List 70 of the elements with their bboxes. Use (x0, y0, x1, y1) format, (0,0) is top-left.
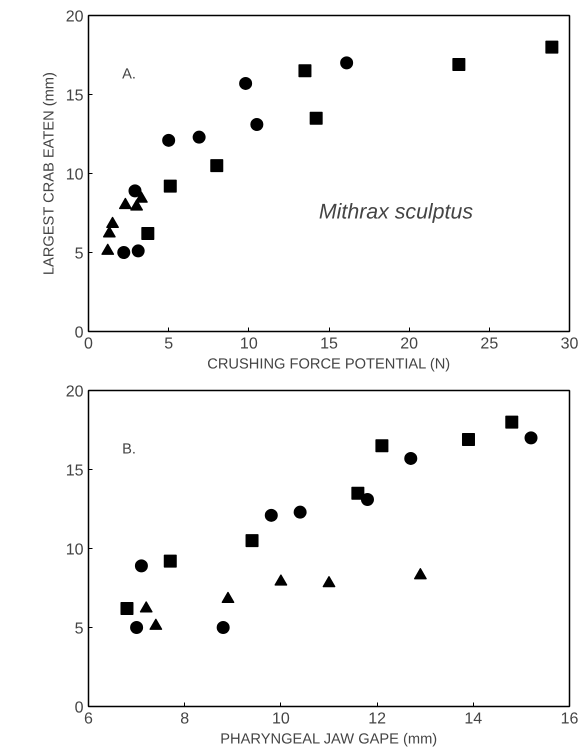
point (141, 227, 154, 240)
x-tick-label: 10 (240, 336, 258, 352)
point (462, 432, 475, 446)
point (130, 621, 144, 634)
point (140, 601, 153, 613)
point (452, 58, 466, 71)
y-tick-label: 10 (66, 542, 84, 558)
point (294, 506, 307, 519)
y-tick-label: 20 (66, 384, 84, 400)
x-tick-label: 6 (84, 710, 94, 728)
point (221, 592, 234, 604)
point (322, 576, 336, 588)
point (246, 534, 259, 548)
point (264, 508, 278, 522)
x-axis-title: PHARYNGEAL JAW GAPE (mm) (220, 732, 438, 748)
x-axis-title: CRUSHING FORCE POTENTIAL (N) (207, 356, 450, 372)
point (149, 618, 162, 630)
point (351, 486, 364, 500)
point (164, 180, 177, 193)
y-tick-label: 0 (74, 700, 84, 716)
x-tick-label: 20 (400, 336, 418, 352)
point (414, 568, 427, 580)
point (118, 198, 132, 210)
x-tick-label: 12 (368, 710, 386, 728)
point (120, 602, 134, 616)
point (360, 493, 374, 506)
point (102, 226, 116, 238)
point (274, 574, 288, 586)
point (250, 118, 264, 132)
point (239, 76, 252, 90)
y-tick-label: 5 (74, 620, 84, 638)
y-tick-label: 5 (74, 246, 84, 262)
y-tick-label: 20 (66, 8, 84, 26)
point (505, 416, 518, 429)
y-tick-label: 15 (66, 88, 84, 104)
point (298, 64, 312, 78)
point (164, 554, 177, 568)
x-tick-label: 5 (164, 336, 174, 352)
point (130, 199, 144, 211)
point (340, 56, 354, 70)
x-tick-label: 8 (180, 710, 190, 728)
point (132, 244, 145, 258)
x-tick-label: 10 (272, 710, 290, 728)
point (210, 159, 224, 172)
point (101, 243, 114, 255)
point (216, 621, 230, 634)
point (106, 216, 120, 228)
point (524, 431, 538, 444)
point (134, 191, 148, 203)
annotation: A. (122, 66, 136, 82)
point (192, 130, 206, 144)
point (375, 439, 388, 452)
point (310, 112, 323, 125)
annotation: B. (122, 442, 136, 458)
annotation: Mithrax sculptus (318, 200, 474, 224)
y-tick-label: 15 (66, 462, 84, 480)
y-axis-title: LARGEST CRAB EATEN (mm) (42, 72, 58, 276)
point (545, 40, 558, 54)
x-tick-label: 16 (560, 710, 578, 728)
point (404, 452, 418, 465)
x-tick-label: 14 (464, 710, 482, 728)
point (117, 246, 130, 259)
point (128, 184, 142, 198)
x-tick-label: 25 (480, 336, 498, 352)
y-tick-label: 0 (74, 324, 84, 342)
point (162, 134, 176, 147)
y-tick-label: 10 (66, 166, 84, 184)
x-tick-label: 30 (560, 336, 578, 352)
point (134, 559, 148, 572)
x-tick-label: 15 (320, 336, 338, 352)
